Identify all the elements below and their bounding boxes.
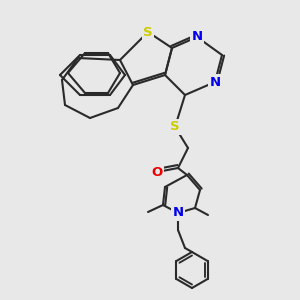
Text: S: S [170,121,180,134]
Text: N: N [191,31,203,44]
Text: S: S [143,26,153,38]
Text: N: N [209,76,220,88]
Text: N: N [172,206,184,220]
Text: O: O [152,166,163,178]
